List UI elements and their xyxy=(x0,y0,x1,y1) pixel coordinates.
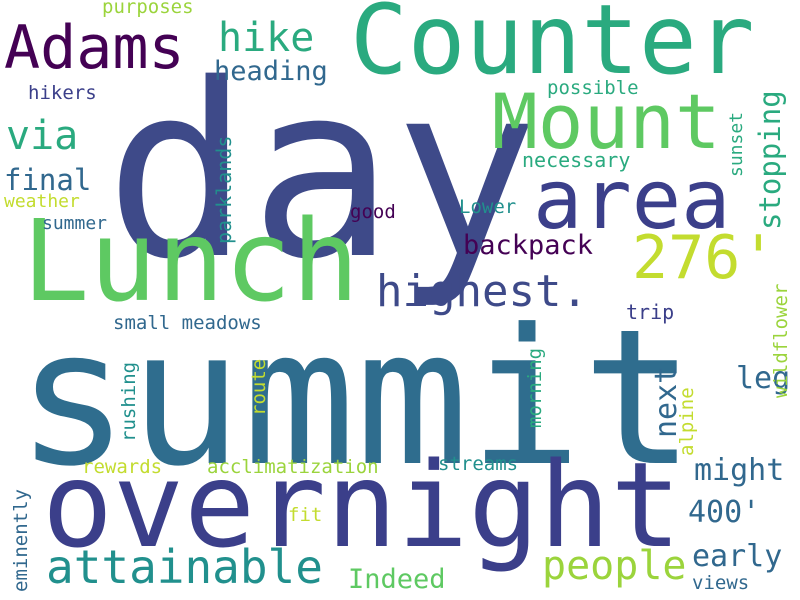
word-276: 276' xyxy=(632,223,777,293)
word-fit: fit xyxy=(288,504,323,526)
word-trip: trip xyxy=(626,300,675,324)
word-highest: highest. xyxy=(376,266,588,317)
word-parklands: parklands xyxy=(212,135,236,244)
word-morning: morning xyxy=(524,347,546,428)
word-adams: Adams xyxy=(4,13,185,83)
word-backpack: backpack xyxy=(463,230,594,261)
word-rewards: rewards xyxy=(82,456,163,478)
word-streams: streams xyxy=(438,453,519,475)
word-summit: summit xyxy=(16,289,696,508)
word-indeed: Indeed xyxy=(348,564,446,595)
word-might: might xyxy=(694,453,785,488)
word-people: people xyxy=(542,543,687,589)
word-sunset: sunset xyxy=(726,111,747,177)
word-mount: Mount xyxy=(492,77,721,166)
word-heading: heading xyxy=(214,56,328,87)
word-wildflower: wildflower xyxy=(770,283,792,398)
word-via: via xyxy=(6,113,79,159)
word-weather: weather xyxy=(4,191,80,212)
word-views: views xyxy=(692,572,750,594)
word-route: route xyxy=(248,358,270,416)
word-good: good xyxy=(350,201,396,223)
word-acclimatization: acclimatization xyxy=(207,456,379,478)
word-purposes: purposes xyxy=(102,0,194,18)
word-attainable: attainable xyxy=(46,540,323,594)
word-hike: hike xyxy=(218,15,315,61)
word-eminently: eminently xyxy=(10,489,32,592)
word-area: area xyxy=(533,153,731,248)
word-lower: Lower xyxy=(459,196,517,218)
word-lunch: Lunch xyxy=(22,197,360,327)
word-possible: possible xyxy=(547,77,639,99)
word-overnight: overnight xyxy=(42,436,682,574)
word-final: final xyxy=(4,163,92,197)
word-day: day xyxy=(105,32,539,312)
word-alpine: alpine xyxy=(676,387,698,456)
word-counter: Counter xyxy=(350,0,755,96)
word-stopping: stopping xyxy=(753,90,787,230)
word-necessary: necessary xyxy=(522,148,631,172)
word-400: 400' xyxy=(688,495,761,530)
word-rushing: rushing xyxy=(118,361,140,442)
word-hikers: hikers xyxy=(28,82,97,104)
word-leg: leg xyxy=(736,361,791,396)
word-summer: summer xyxy=(42,213,108,234)
word-early: early xyxy=(692,539,783,574)
word-small-meadows: small meadows xyxy=(113,312,262,334)
